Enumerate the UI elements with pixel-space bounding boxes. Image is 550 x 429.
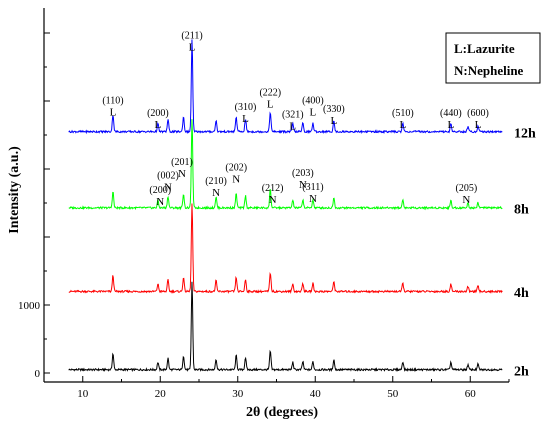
peak-phase-letter: N — [232, 173, 240, 185]
y-tick-label: 0 — [35, 368, 41, 380]
legend: L:Lazurite N:Nepheline — [445, 32, 541, 84]
peak-phase-letter: L — [155, 119, 162, 131]
annotation-layer: (110)L (200)L(211)L(310)L(222)L(321)L(400… — [102, 30, 489, 207]
peak-phase-letter: N — [462, 194, 470, 206]
peak-hkl-label: (202) — [225, 162, 247, 173]
peak-hkl-label: (212) — [262, 183, 284, 194]
peak-hkl-label: (330) — [323, 104, 345, 115]
peak-hkl-label: (200) — [147, 108, 169, 119]
peak-hkl-label: (002) — [157, 171, 179, 182]
peak-phase-letter: N — [299, 179, 307, 191]
peak-phase-letter: L — [399, 119, 406, 131]
series-line-8h — [68, 119, 503, 211]
peak-phase-letter: L — [289, 120, 296, 132]
peak-hkl-label: (600) — [467, 108, 489, 119]
peak-hkl-label: (205) — [456, 183, 478, 194]
peak-phase-letter: N — [178, 168, 186, 180]
peak-hkl-label: (110) — [102, 96, 123, 107]
peak-hkl-label: (201) — [171, 157, 193, 168]
peak-phase-letter: L — [267, 99, 274, 111]
x-tick-label: 30 — [232, 388, 244, 400]
series-label-4h: 4h — [514, 286, 529, 301]
x-tick-label: 50 — [387, 388, 399, 400]
peak-hkl-label: (210) — [205, 176, 227, 187]
series-label-2h: 2h — [514, 364, 529, 379]
legend-entry-nepheline: N:Nepheline — [454, 63, 524, 78]
peak-phase-letter: L — [110, 107, 117, 119]
peak-hkl-label: (400) — [302, 96, 324, 107]
peak-phase-letter: L — [330, 115, 337, 127]
peak-phase-letter: N — [309, 193, 317, 205]
peak-phase-letter: L — [189, 41, 196, 53]
peak-hkl-label: (222) — [259, 88, 281, 99]
peak-phase-letter: N — [164, 182, 172, 194]
y-axis-title: Intensity (a.u.) — [7, 146, 22, 234]
peak-phase-letter: N — [269, 194, 277, 206]
x-tick-label: 60 — [465, 388, 477, 400]
peak-phase-letter: L — [242, 113, 249, 125]
peak-hkl-label: (203) — [292, 168, 314, 179]
peak-hkl-label: (321) — [282, 109, 304, 120]
peak-phase-letter: N — [156, 196, 164, 208]
series-line-12h — [68, 39, 503, 135]
series-label-12h: 12h — [514, 126, 536, 141]
peak-hkl-label: (440) — [440, 108, 462, 119]
series-label-8h: 8h — [514, 202, 529, 217]
axes-layer: 10 20 30 40 50 60 0 1000 — [18, 8, 510, 400]
peak-phase-letter: L — [475, 119, 482, 131]
series-line-4h — [68, 203, 503, 295]
x-tick-label: 40 — [310, 388, 322, 400]
peak-hkl-label: (310) — [235, 102, 257, 113]
legend-box — [445, 32, 541, 84]
peak-phase-letter: L — [310, 107, 317, 119]
peak-hkl-label: (510) — [392, 108, 414, 119]
legend-entry-lazurite: L:Lazurite — [454, 41, 515, 56]
series-line-2h — [68, 281, 503, 373]
peak-phase-letter: N — [212, 187, 220, 199]
peak-phase-letter: L — [448, 119, 455, 131]
x-tick-label: 20 — [155, 388, 167, 400]
x-axis-title: 2θ (degrees) — [246, 405, 318, 420]
y-tick-label: 1000 — [18, 300, 41, 312]
peak-hkl-label: (211) — [181, 30, 202, 41]
peak-hkl-label: (200) — [149, 185, 171, 196]
peak-hkl-label: (311) — [302, 182, 323, 193]
series-layer: 2h 4h 8h 12h — [68, 39, 536, 379]
x-tick-label: 10 — [77, 388, 89, 400]
